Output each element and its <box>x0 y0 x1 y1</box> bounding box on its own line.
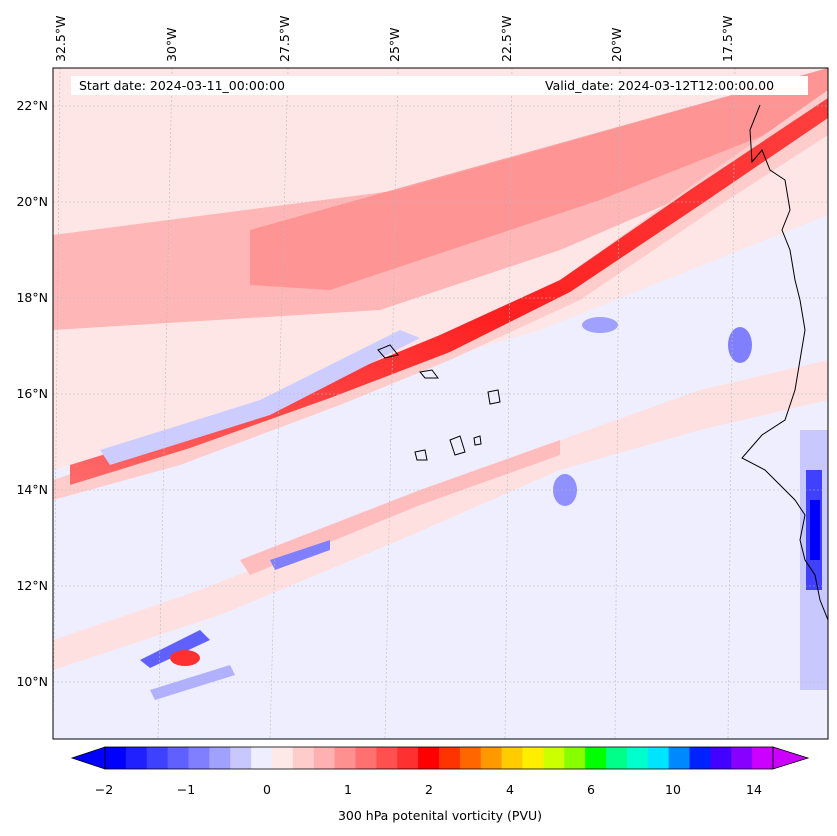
colorbar-swatch <box>105 747 127 769</box>
colorbar-swatch <box>230 747 252 769</box>
colorbar-swatch <box>710 747 732 769</box>
colorbar-swatch <box>355 747 377 769</box>
colorbar-tick: 2 <box>425 782 433 797</box>
colorbar-border <box>104 746 774 770</box>
colorbar-swatch <box>668 747 691 769</box>
lon-label: 17.5°W <box>720 15 735 62</box>
valid-date-label: Valid_date: 2024-03-12T12:00:00.00 <box>545 78 775 93</box>
pv-field <box>53 68 828 739</box>
colorbar-swatch <box>188 747 210 769</box>
colorbar-extend-low <box>70 746 106 770</box>
coastline <box>377 104 828 621</box>
info-box <box>71 76 808 95</box>
colorbar-swatch <box>167 747 190 769</box>
colorbar-swatch <box>146 747 169 769</box>
colorbar-swatch <box>334 747 357 769</box>
colorbar-swatch <box>501 747 524 769</box>
colorbar-swatch <box>585 747 607 769</box>
colorbar-tick: −1 <box>176 782 196 797</box>
colorbar <box>70 746 810 770</box>
colorbar-swatch <box>752 747 774 769</box>
colorbar-swatch <box>418 747 440 769</box>
colorbar-swatch <box>459 747 482 769</box>
lat-label: 22°N <box>16 98 48 113</box>
colorbar-swatch <box>522 747 544 769</box>
lat-label: 16°N <box>16 386 48 401</box>
gridlines <box>52 67 828 740</box>
lat-label: 10°N <box>16 674 48 689</box>
lat-label: 18°N <box>16 290 48 305</box>
start-date-label: Start date: 2024-03-11_00:00:00 <box>79 78 285 93</box>
colorbar-swatch <box>397 747 419 769</box>
colorbar-tick: −2 <box>94 782 114 797</box>
colorbar-swatch <box>689 747 711 769</box>
colorbar-swatch <box>543 747 565 769</box>
lon-label: 22.5°W <box>499 15 514 62</box>
colorbar-tick: 14 <box>746 782 762 797</box>
colorbar-swatch <box>313 747 336 769</box>
colorbar-swatch <box>272 747 294 769</box>
colorbar-swatch <box>209 747 231 769</box>
colorbar-swatch <box>480 747 503 769</box>
map-frame <box>52 67 829 740</box>
lat-label: 20°N <box>16 194 48 209</box>
colorbar-swatch <box>251 747 273 769</box>
colorbar-swatch <box>606 747 628 769</box>
colorbar-swatch <box>731 747 753 769</box>
colorbar-title: 300 hPa potenital vorticity (PVU) <box>337 808 543 823</box>
colorbar-swatch <box>439 747 461 769</box>
lon-label: 25°W <box>387 27 402 62</box>
colorbar-tick: 0 <box>263 782 271 797</box>
lon-label: 27.5°W <box>277 15 292 62</box>
lat-label: 12°N <box>16 578 48 593</box>
colorbar-tick: 4 <box>506 782 514 797</box>
colorbar-swatch <box>564 747 586 769</box>
colorbar-tick: 10 <box>665 782 681 797</box>
colorbar-swatch <box>647 747 670 769</box>
colorbar-swatch <box>125 747 148 769</box>
lat-label: 14°N <box>16 482 48 497</box>
colorbar-swatch <box>626 747 649 769</box>
lon-label: 20°W <box>609 27 624 62</box>
colorbar-swatch <box>292 747 315 769</box>
colorbar-tick: 1 <box>344 782 352 797</box>
lon-label: 30°W <box>164 27 179 62</box>
colorbar-extend-high <box>772 746 810 770</box>
colorbar-swatch <box>376 747 398 769</box>
lon-label: 32.5°W <box>53 15 68 62</box>
colorbar-tick: 6 <box>587 782 595 797</box>
